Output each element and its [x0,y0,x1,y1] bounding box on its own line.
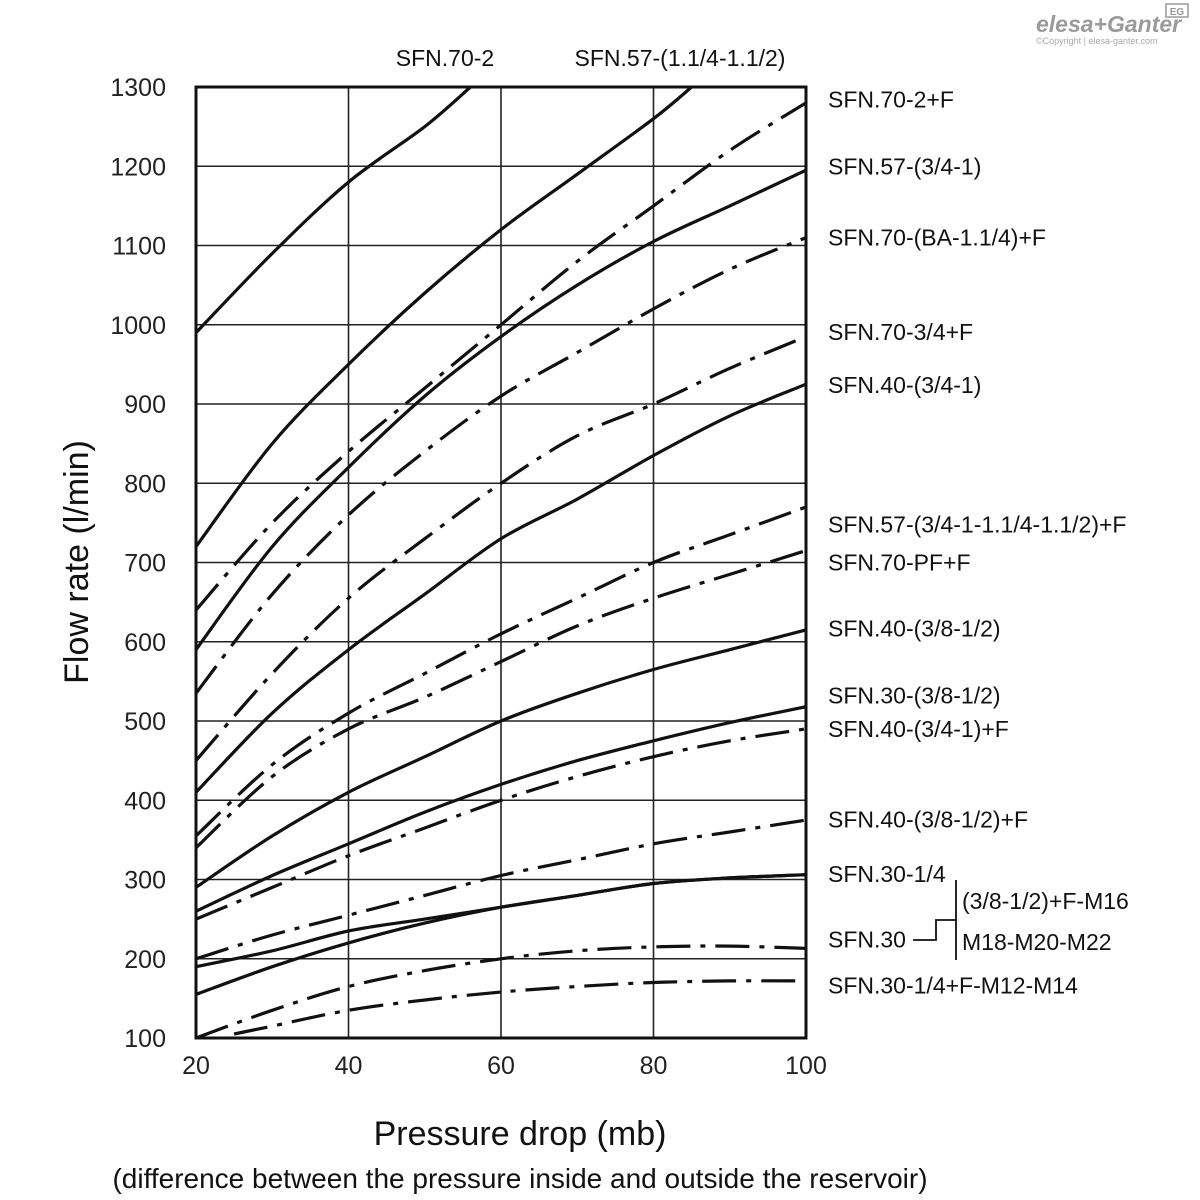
x-tick-60: 60 [487,1052,515,1080]
right-label-sfn-30: SFN.30 [828,927,906,953]
curve-12-sfn-40-3-4-1-f [195,727,807,921]
right-label-sfn-57-3-4-1: SFN.57-(3/4-1) [828,153,981,179]
right-label-sfn-57-3-4-1-1-1-4-1-1-2-f: SFN.57-(3/4-1-1.1/4-1.1/2)+F [828,511,1126,537]
right-label-sfn-30-1-4: SFN.30-1/4 [828,861,946,887]
right-label-sfn-30-3-8-1-2: SFN.30-(3/8-1/2) [828,683,1001,709]
curve-10-sfn-40-3-8-1-2 [195,628,807,889]
y-tick-labels: 100 200 300 400 500 600 700 800 900 1000 1100 1200 1… [110,74,166,1053]
x-tick-labels: 20 40 60 80 100 [182,1052,827,1080]
x-tick-40: 40 [335,1052,363,1080]
right-label-sfn-70-ba-1-1-4-f: SFN.70-(BA-1.1/4)+F [828,225,1046,251]
x-tick-80: 80 [640,1052,668,1080]
bracket-label-1: (3/8-1/2)+F-M16 [962,888,1129,914]
right-label-sfn-40-3-8-1-2-f: SFN.40-(3/8-1/2)+F [828,806,1028,832]
y-axis-title: Flow rate (l/min) [58,440,96,684]
curve-1-sfn-70-2 [194,85,472,334]
y-tick-900: 900 [124,391,166,419]
y-tick-500: 500 [124,708,166,736]
right-label-sfn-70-pf-f: SFN.70-PF+F [828,550,971,576]
brand-badge-box [1165,3,1189,18]
x-axis-title: Pressure drop (mb) [374,1115,667,1153]
y-tick-800: 800 [124,470,166,498]
brand-logo: elesa+Ganter EG ©Copyright | elesa-gante… [1036,3,1189,46]
top-curve-labels: SFN.70-2 SFN.57-(1.1/4-1.1/2) [396,45,786,71]
bracket-label-2: M18-M20-M22 [962,929,1112,955]
y-tick-1300: 1300 [110,74,166,102]
curve-13-sfn-40-3-8-1-2-f [195,818,807,961]
y-tick-400: 400 [124,787,166,815]
curves [194,85,807,1040]
y-tick-1000: 1000 [110,312,166,340]
brand-badge: EG [1170,7,1185,18]
curve-9-sfn-70-pf-f [194,549,807,849]
brand-logo-text: elesa+Ganter [1036,11,1182,37]
plot-frame [194,85,808,1040]
y-tick-200: 200 [124,946,166,974]
curve-7-sfn-40-3-4-1 [194,382,807,794]
y-tick-1200: 1200 [110,153,166,181]
curve-3-sfn-70-2-f [194,101,807,612]
y-tick-300: 300 [124,867,166,895]
sfn30-bracket: (3/8-1/2)+F-M16 M18-M20-M22 [913,880,1129,960]
x-tick-100: 100 [785,1052,827,1080]
y-tick-600: 600 [124,629,166,657]
right-curve-labels: SFN.70-2+F SFN.57-(3/4-1) SFN.70-(BA-1.1/4… [828,87,1126,999]
right-label-sfn-30-1-4-f-m12-m14: SFN.30-1/4+F-M12-M14 [828,973,1078,999]
right-label-sfn-70-2-f: SFN.70-2+F [828,87,954,113]
x-axis-note: (difference between the pressure inside … [112,1163,927,1194]
y-tick-100: 100 [124,1025,166,1053]
y-tick-700: 700 [124,550,166,578]
curve-2-sfn-57-1-1-4-1-1-2 [194,85,693,548]
brand-copyright: ©Copyright | elesa-ganter.com [1036,36,1158,46]
curve-4-sfn-57-3-4-1 [194,168,807,651]
curve-5-sfn-70-ba-1-1-4-f [194,236,807,695]
top-label-sfn-70-2: SFN.70-2 [396,45,494,71]
curve-15-sfn-30-3-8-1-2-f-m16-m18-m20-m22 [195,873,807,996]
right-label-sfn-40-3-4-1: SFN.40-(3/4-1) [828,372,981,398]
right-label-sfn-70-3-4-f: SFN.70-3/4+F [828,319,973,345]
right-label-sfn-40-3-8-1-2: SFN.40-(3/8-1/2) [828,615,1001,641]
bracket-connector [913,880,957,960]
curve-8-sfn-57-3-4-1-1-1-4-1-1-2-f [194,505,807,838]
curve-16-sfn-30-3-8-1-2-f-m16-m18-m20-m22 [195,944,807,1040]
curve-11-sfn-30-3-8-1-2 [195,705,807,913]
right-label-sfn-40-3-4-1-f: SFN.40-(3/4-1)+F [828,716,1009,742]
curve-6-sfn-70-3-4-f [194,335,807,762]
y-tick-1100: 1100 [112,233,166,261]
top-label-sfn-57-1-1-4-1-1-2: SFN.57-(1.1/4-1.1/2) [575,45,786,71]
curve-17-sfn-30-1-4-f-m12-m14 [233,979,807,1036]
x-tick-20: 20 [182,1052,210,1080]
